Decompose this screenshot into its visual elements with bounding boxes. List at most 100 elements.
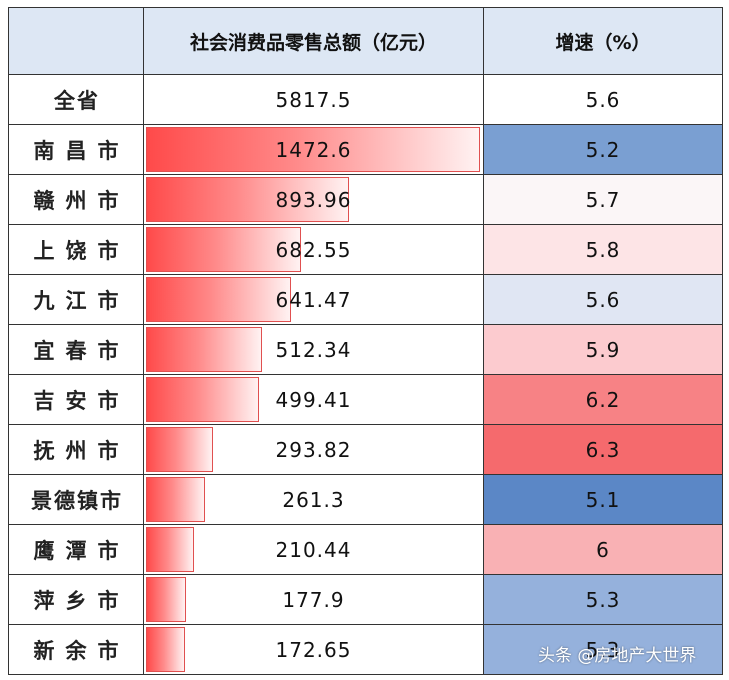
city-name-cell: 萍乡市 — [8, 575, 144, 625]
sales-data-bar — [146, 427, 213, 472]
city-name: 赣州市 — [33, 188, 130, 213]
city-name: 抚州市 — [33, 438, 130, 463]
sales-value: 499.41 — [275, 387, 352, 412]
city-name: 鹰潭市 — [33, 538, 130, 563]
growth-value: 5.2 — [585, 137, 621, 162]
city-name: 宜春市 — [33, 338, 130, 363]
sales-cell: 682.55 — [144, 225, 484, 275]
sales-value: 682.55 — [275, 237, 352, 262]
sales-value: 512.34 — [275, 337, 352, 362]
city-name: 上饶市 — [33, 238, 130, 263]
sales-cell: 5817.5 — [144, 75, 484, 125]
city-name: 景德镇市 — [31, 488, 123, 513]
growth-value: 5.6 — [585, 287, 621, 312]
city-name-cell: 新余市 — [8, 625, 144, 675]
growth-cell: 5.3 — [484, 575, 723, 625]
growth-value: 6 — [596, 537, 610, 562]
sales-value: 293.82 — [275, 437, 352, 462]
sales-value: 261.3 — [282, 487, 345, 512]
table-row: 景德镇市 261.3 5.1 — [8, 475, 723, 525]
growth-cell: 6.3 — [484, 425, 723, 475]
city-name: 萍乡市 — [33, 588, 130, 613]
growth-cell: 5.6 — [484, 75, 723, 125]
sales-data-bar — [146, 127, 480, 172]
sales-data-bar — [146, 527, 194, 572]
city-name: 新余市 — [33, 638, 130, 663]
sales-data-bar — [146, 177, 349, 222]
table-row: 南昌市 1472.6 5.2 — [8, 125, 723, 175]
sales-cell: 172.65 — [144, 625, 484, 675]
sales-data-bar — [146, 277, 291, 322]
table-row: 鹰潭市 210.44 6 — [8, 525, 723, 575]
table-row: 萍乡市 177.9 5.3 — [8, 575, 723, 625]
growth-cell: 6 — [484, 525, 723, 575]
city-name-cell: 吉安市 — [8, 375, 144, 425]
growth-value: 5.8 — [585, 237, 621, 262]
growth-cell: 5.2 — [484, 125, 723, 175]
header-growth-cell: 增速（%） — [484, 7, 723, 75]
growth-cell: 5.7 — [484, 175, 723, 225]
city-name-cell: 抚州市 — [8, 425, 144, 475]
table-header-row: 社会消费品零售总额（亿元） 增速（%） — [8, 7, 723, 75]
sales-value: 210.44 — [275, 537, 352, 562]
growth-value: 5.1 — [585, 487, 621, 512]
sales-value: 893.96 — [275, 187, 352, 212]
city-name: 全省 — [54, 88, 100, 113]
table-row: 抚州市 293.82 6.3 — [8, 425, 723, 475]
sales-cell: 1472.6 — [144, 125, 484, 175]
city-name-cell: 赣州市 — [8, 175, 144, 225]
growth-value: 5.3 — [585, 637, 621, 662]
city-name: 南昌市 — [33, 138, 130, 163]
growth-value: 5.7 — [585, 187, 621, 212]
table-row: 新余市 172.65 5.3 — [8, 625, 723, 675]
growth-cell: 5.6 — [484, 275, 723, 325]
watermark-text: 头条 @房地产大世界 — [538, 646, 697, 666]
city-name-cell: 景德镇市 — [8, 475, 144, 525]
sales-cell: 893.96 — [144, 175, 484, 225]
growth-value: 5.6 — [585, 87, 621, 112]
table-row: 吉安市 499.41 6.2 — [8, 375, 723, 425]
sales-cell: 177.9 — [144, 575, 484, 625]
sales-cell: 210.44 — [144, 525, 484, 575]
city-name-cell: 九江市 — [8, 275, 144, 325]
city-name-cell: 上饶市 — [8, 225, 144, 275]
city-name: 吉安市 — [33, 388, 130, 413]
growth-cell: 5.1 — [484, 475, 723, 525]
sales-cell: 641.47 — [144, 275, 484, 325]
sales-value: 5817.5 — [275, 87, 352, 112]
table-row: 全省 5817.5 5.6 — [8, 75, 723, 125]
growth-cell: 6.2 — [484, 375, 723, 425]
sales-data-bar — [146, 627, 185, 672]
sales-value: 641.47 — [275, 287, 352, 312]
sales-data-bar — [146, 227, 301, 272]
sales-data-bar — [146, 327, 262, 372]
table-row: 赣州市 893.96 5.7 — [8, 175, 723, 225]
city-name-cell: 鹰潭市 — [8, 525, 144, 575]
city-name-cell: 宜春市 — [8, 325, 144, 375]
header-name-cell — [8, 7, 144, 75]
sales-data-bar — [146, 577, 186, 622]
table-row: 宜春市 512.34 5.9 — [8, 325, 723, 375]
city-name-cell: 全省 — [8, 75, 144, 125]
sales-cell: 512.34 — [144, 325, 484, 375]
sales-data-bar — [146, 477, 205, 522]
sales-value: 172.65 — [275, 637, 352, 662]
growth-value: 6.2 — [585, 387, 621, 412]
table-row: 上饶市 682.55 5.8 — [8, 225, 723, 275]
sales-cell: 499.41 — [144, 375, 484, 425]
growth-cell: 5.9 — [484, 325, 723, 375]
city-name-cell: 南昌市 — [8, 125, 144, 175]
growth-cell: 5.8 — [484, 225, 723, 275]
growth-value: 5.3 — [585, 587, 621, 612]
table-row: 九江市 641.47 5.6 — [8, 275, 723, 325]
sales-cell: 261.3 — [144, 475, 484, 525]
growth-cell: 5.3 — [484, 625, 723, 675]
sales-data-bar — [146, 377, 259, 422]
header-sales-cell: 社会消费品零售总额（亿元） — [144, 7, 484, 75]
sales-cell: 293.82 — [144, 425, 484, 475]
sales-value: 1472.6 — [275, 137, 352, 162]
growth-value: 6.3 — [585, 437, 621, 462]
sales-value: 177.9 — [282, 587, 345, 612]
city-name: 九江市 — [33, 288, 130, 313]
growth-value: 5.9 — [585, 337, 621, 362]
